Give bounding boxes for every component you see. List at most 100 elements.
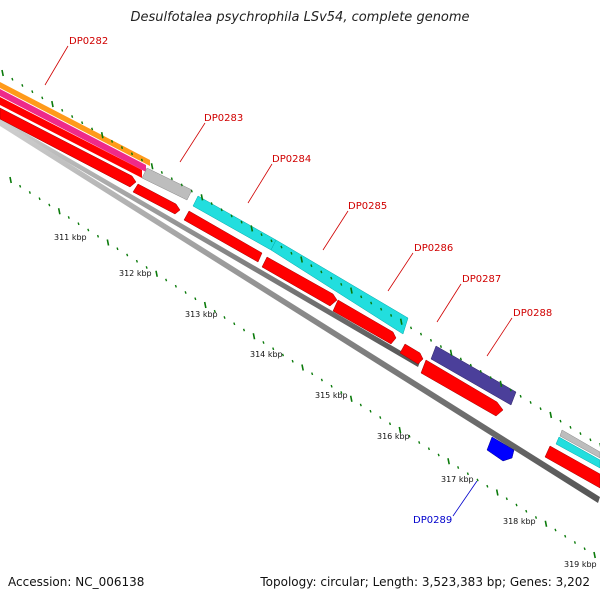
feature-dp0285-cyan — [270, 239, 409, 335]
major-tick — [447, 458, 450, 465]
gene-label-dp0282: DP0282 — [69, 36, 108, 47]
major-tick — [549, 411, 553, 419]
minor-tick — [184, 291, 187, 294]
major-tick — [155, 270, 158, 277]
minor-tick — [476, 478, 479, 482]
minor-tick — [369, 409, 372, 413]
minor-tick — [330, 384, 333, 388]
minor-tick — [260, 233, 263, 237]
minor-tick — [240, 220, 243, 224]
minor-tick — [91, 127, 94, 131]
minor-tick — [427, 447, 430, 451]
leader-lines — [44, 45, 513, 517]
minor-tick — [539, 407, 542, 411]
minor-tick — [583, 547, 586, 551]
major-tick — [495, 489, 499, 496]
gene-features — [0, 107, 600, 489]
kbp-label: 317 kbp — [441, 475, 474, 484]
minor-tick — [554, 528, 557, 532]
leader-dp0284 — [247, 163, 273, 204]
minor-tick — [61, 108, 64, 112]
minor-tick — [340, 391, 343, 394]
tick-track-upper — [1, 69, 600, 448]
minor-tick — [126, 253, 129, 257]
minor-tick — [230, 214, 233, 218]
minor-tick — [579, 432, 582, 435]
feature-dp0282-red — [0, 107, 137, 188]
major-tick — [593, 551, 596, 559]
minor-tick — [38, 197, 41, 201]
minor-tick — [28, 191, 31, 194]
minor-tick — [140, 158, 143, 162]
gene-label-dp0288: DP0288 — [513, 308, 552, 319]
gene-label-dp0289: DP0289 — [413, 515, 452, 526]
feature-dp0286-red — [332, 299, 397, 345]
leader-dp0288 — [486, 317, 513, 357]
feature-dp0289-blue — [486, 436, 515, 462]
leader-dp0287 — [436, 283, 462, 323]
magenta-band — [0, 89, 146, 172]
minor-tick — [529, 401, 532, 404]
orange-band — [0, 82, 150, 166]
major-tick — [499, 380, 503, 387]
minor-tick — [77, 222, 80, 226]
major-tick — [203, 301, 207, 309]
kbp-label: 319 kbp — [564, 560, 597, 569]
minor-tick — [559, 419, 562, 423]
backbone-line-lower — [0, 120, 600, 503]
minor-tick — [330, 276, 333, 280]
kbp-label: 315 kbp — [315, 391, 348, 400]
minor-tick — [418, 441, 421, 444]
major-tick — [301, 364, 304, 371]
minor-tick — [573, 541, 576, 544]
feature-dp0287-red — [399, 343, 424, 365]
major-tick — [250, 225, 254, 232]
feature-dp0283-red — [132, 183, 181, 215]
backbone-line-upper — [0, 118, 420, 367]
minor-tick — [409, 326, 413, 330]
minor-tick — [233, 322, 236, 326]
minor-tick — [210, 202, 213, 205]
minor-tick — [190, 189, 193, 193]
minor-tick — [408, 434, 411, 438]
minor-tick — [380, 307, 383, 311]
minor-tick — [569, 425, 572, 429]
minor-tick — [534, 516, 538, 519]
minor-tick — [439, 345, 442, 348]
minor-tick — [509, 388, 512, 392]
minor-tick — [11, 77, 14, 81]
feature-dp0288-red — [420, 359, 504, 417]
major-tick — [9, 176, 12, 184]
leader-dp0283 — [179, 122, 206, 163]
minor-tick — [272, 347, 275, 351]
minor-tick — [19, 184, 22, 188]
minor-tick — [130, 152, 134, 156]
minor-tick — [242, 328, 246, 332]
leader-dp0289 — [452, 480, 478, 517]
minor-tick — [41, 96, 44, 100]
major-tick — [200, 194, 204, 201]
minor-tick — [67, 216, 70, 219]
minor-tick — [116, 247, 119, 251]
major-tick — [349, 395, 353, 402]
major-tick — [398, 426, 402, 434]
minor-tick — [213, 309, 216, 313]
minor-tick — [320, 270, 323, 274]
kbp-labels: 311 kbp 312 kbp 313 kbp 314 kbp 315 kbp … — [54, 233, 597, 569]
minor-tick — [311, 372, 314, 376]
minor-tick — [505, 497, 508, 501]
kbp-label: 316 kbp — [377, 432, 410, 441]
gene-label-dp0287: DP0287 — [462, 274, 501, 285]
minor-tick — [270, 239, 273, 243]
minor-tick — [31, 90, 34, 94]
backbone — [0, 118, 600, 503]
minor-tick — [223, 316, 226, 319]
feature-right-grey — [559, 429, 600, 459]
minor-tick — [180, 183, 183, 187]
major-tick — [100, 132, 104, 139]
feature-dp0283-grey — [141, 167, 193, 201]
kbp-label: 311 kbp — [54, 233, 87, 242]
major-tick — [300, 256, 303, 263]
minor-tick — [419, 332, 423, 336]
minor-tick — [145, 266, 148, 269]
